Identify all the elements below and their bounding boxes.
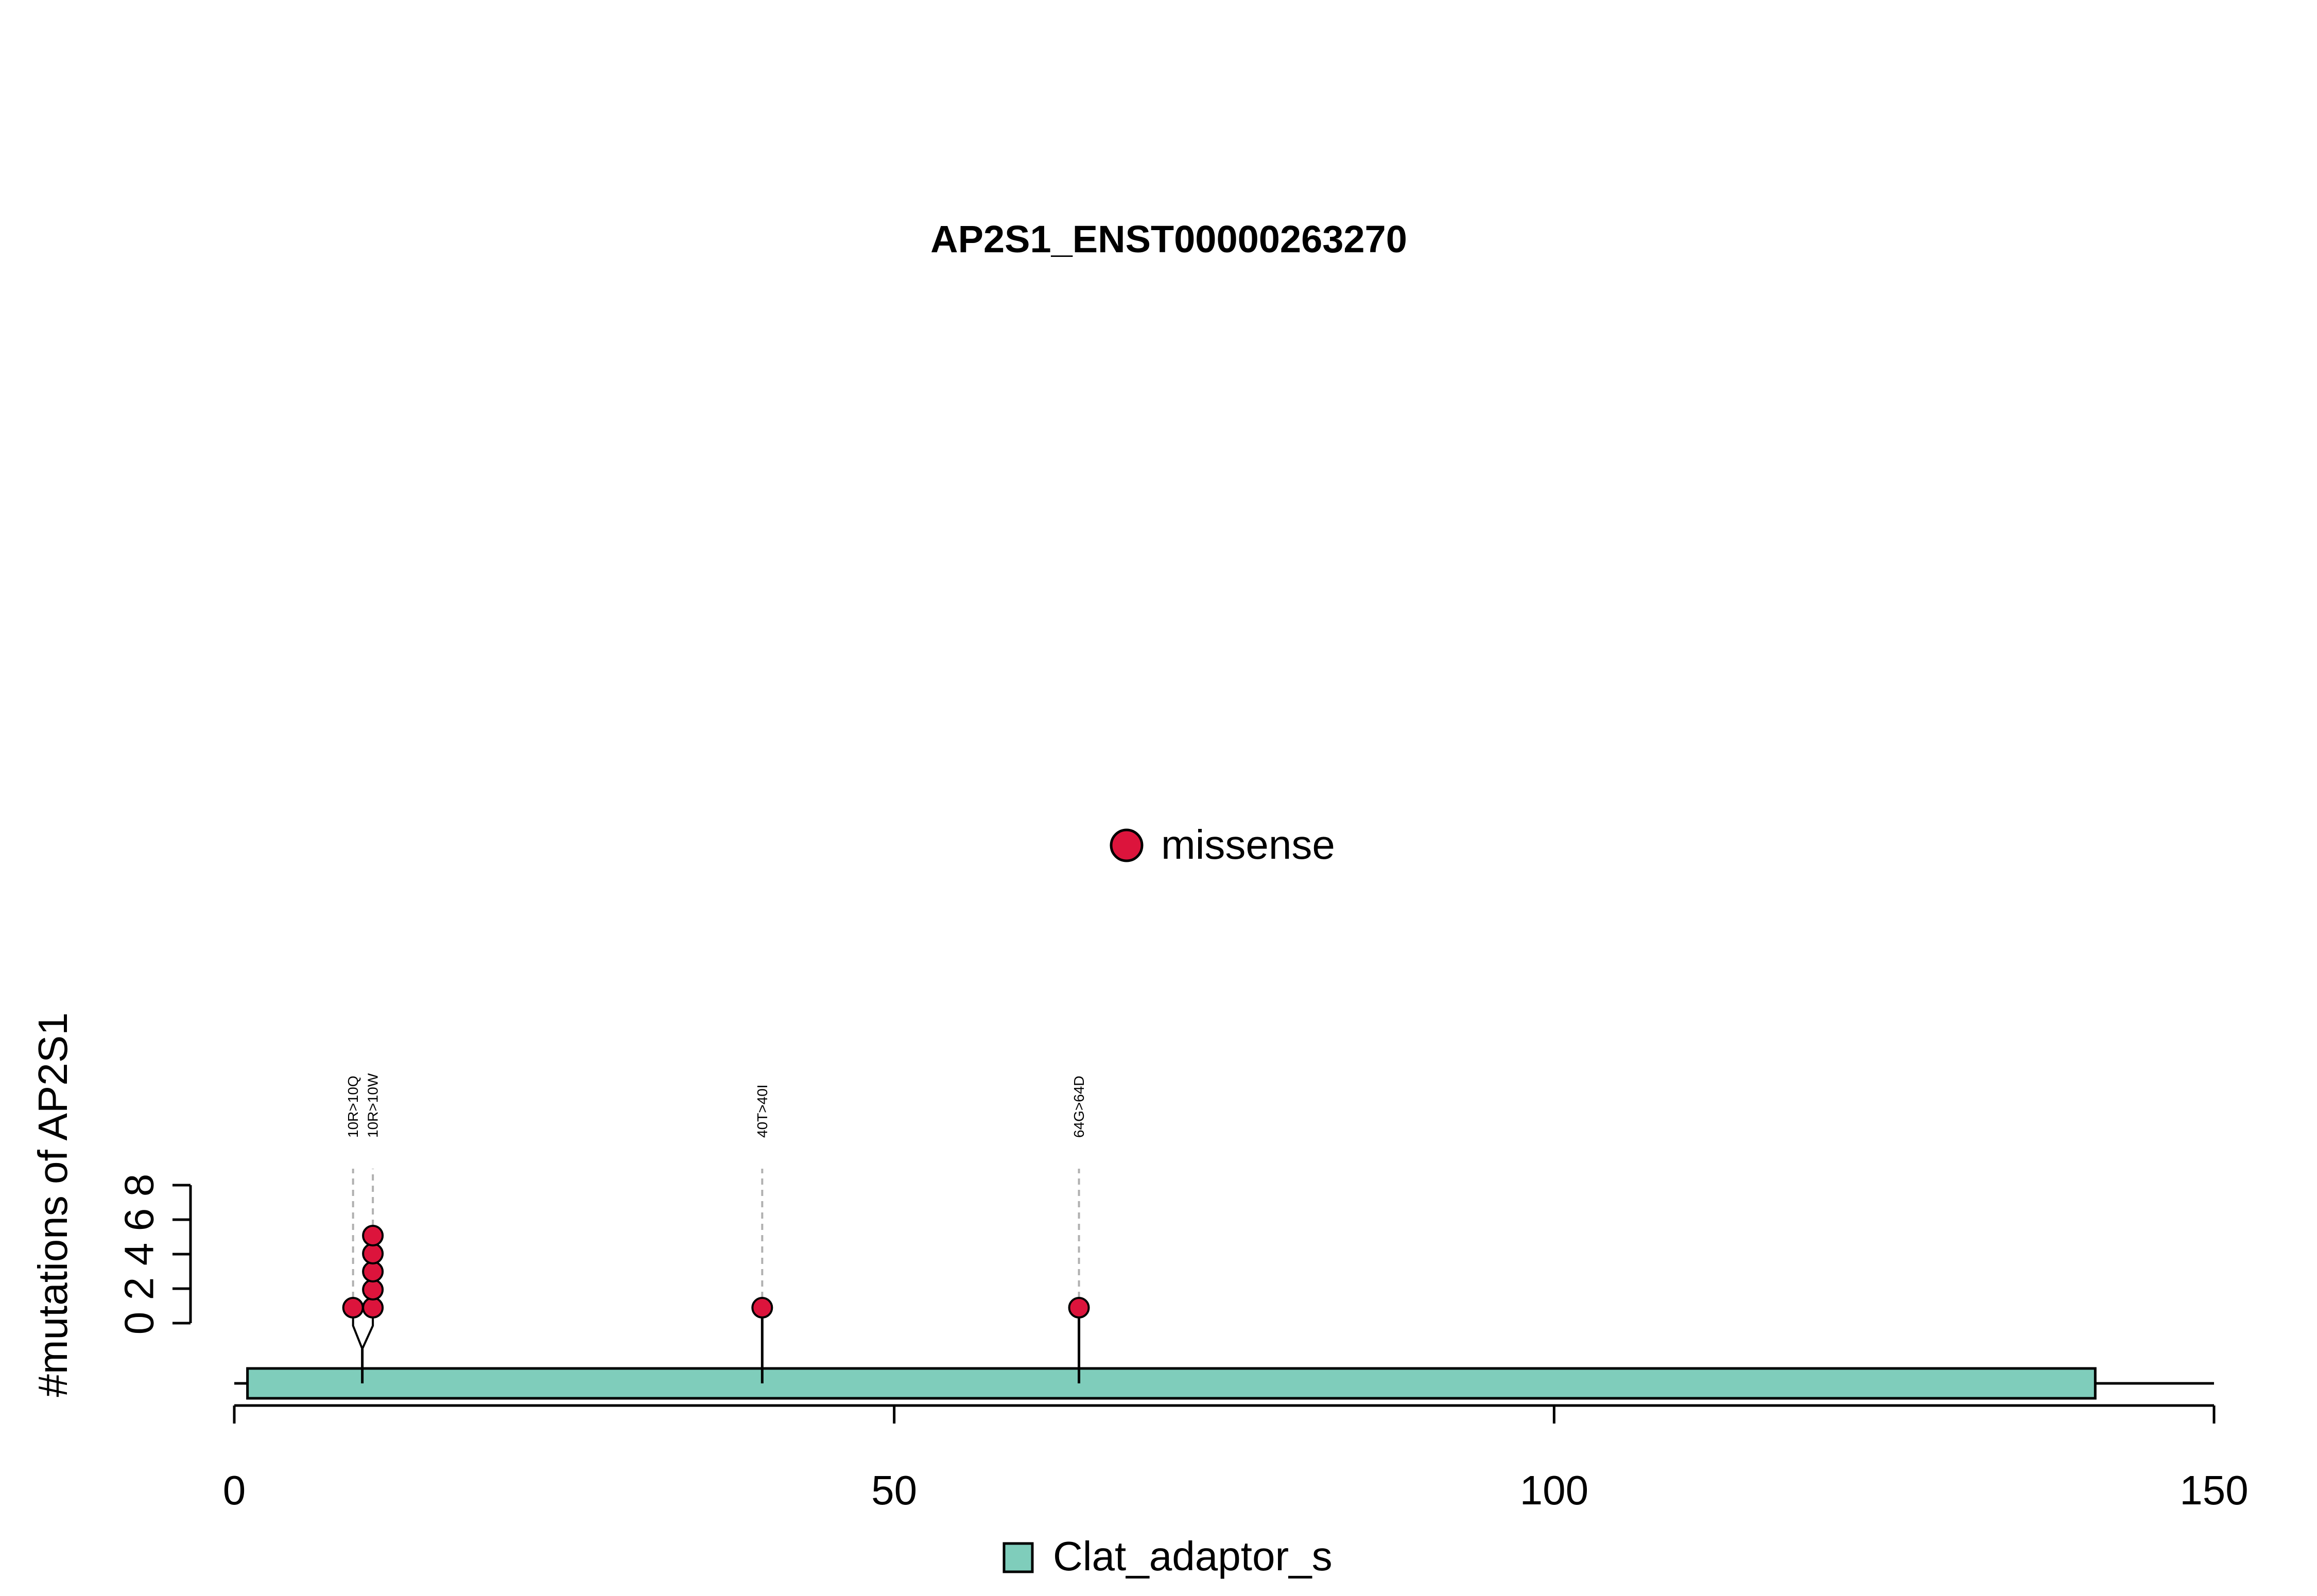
chart-title: AP2S1_ENST00000263270 xyxy=(930,218,1407,261)
mutation-label-0: 10R>10Q xyxy=(345,1075,361,1138)
legend-domain-swatch xyxy=(1002,1542,1034,1573)
mutation-dot-2-0 xyxy=(751,1297,773,1319)
y-tick-label-4: 4 xyxy=(116,1243,162,1266)
mutation-label-1: 10R>10W xyxy=(365,1073,381,1138)
y-axis: 0 2 4 6 8 xyxy=(116,1174,192,1335)
y-tick-label-2: 2 xyxy=(116,1277,162,1300)
legend-missense-marker xyxy=(1110,828,1144,862)
lollipop-layer: 10R>10Q 10R>10W 40T>40I 64G>64D xyxy=(342,1073,1090,1383)
x-axis: 0 50 100 150 xyxy=(223,1404,2249,1513)
domain-legend: Clat_adaptor_s xyxy=(1002,1533,1333,1579)
x-tick-label-100: 100 xyxy=(1520,1467,1588,1513)
mutation-dot-1-4 xyxy=(362,1225,384,1246)
y-axis-label: #mutations of AP2S1 xyxy=(30,1012,76,1397)
mutation-legend: missense xyxy=(1110,822,1335,868)
x-tick-label-50: 50 xyxy=(871,1467,917,1513)
legend-domain-label: Clat_adaptor_s xyxy=(1053,1533,1333,1579)
mutation-label-2: 40T>40I xyxy=(754,1084,770,1138)
mutation-dot-1-2 xyxy=(362,1261,384,1282)
mutation-dot-1-3 xyxy=(362,1243,384,1264)
x-tick-label-0: 0 xyxy=(223,1467,246,1513)
mutation-dot-1-1 xyxy=(362,1279,384,1300)
y-tick-label-8: 8 xyxy=(116,1174,162,1197)
mutation-label-3: 64G>64D xyxy=(1071,1075,1087,1138)
mutation-dot-3-0 xyxy=(1068,1297,1090,1319)
domain-layer xyxy=(246,1367,2097,1400)
y-tick-label-6: 6 xyxy=(116,1208,162,1231)
legend-missense-label: missense xyxy=(1161,822,1335,868)
mutation-dot-0-0 xyxy=(342,1297,364,1319)
domain-0 xyxy=(246,1367,2097,1400)
x-tick-label-150: 150 xyxy=(2180,1467,2248,1513)
mutation-dot-1-0 xyxy=(362,1297,384,1319)
y-tick-label-0: 0 xyxy=(116,1312,162,1335)
